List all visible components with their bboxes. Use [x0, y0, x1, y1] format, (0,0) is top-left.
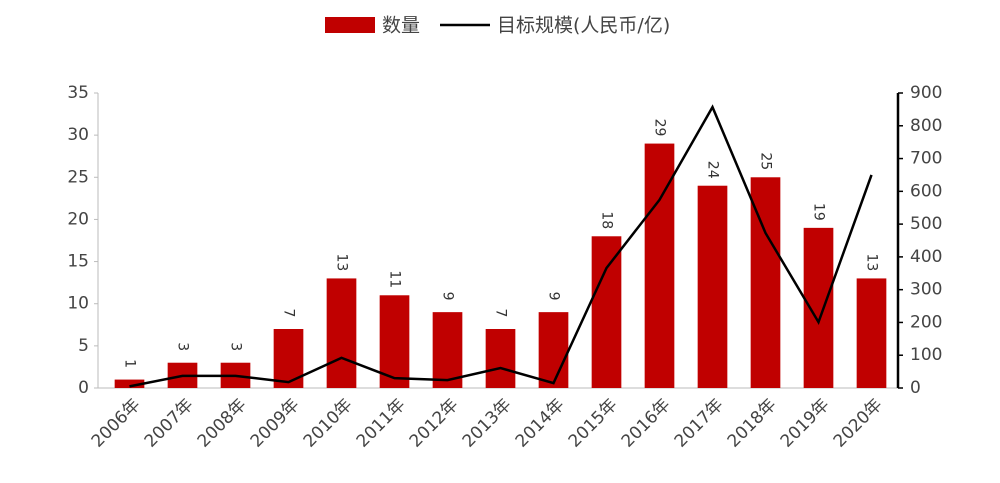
value-label: 24	[705, 161, 721, 179]
y-tick-label: 0	[78, 378, 89, 398]
legend-swatch	[325, 17, 375, 33]
x-tick-label: 2007年	[141, 395, 198, 452]
x-tick-label: 2019年	[777, 395, 834, 452]
x-tick-label: 2012年	[406, 395, 463, 452]
y-tick-label: 15	[67, 252, 89, 272]
value-label: 3	[175, 342, 191, 351]
bar	[697, 185, 728, 388]
y2-tick-label: 300	[910, 280, 942, 300]
x-tick-label: 2020年	[830, 395, 887, 452]
x-tick-label: 2010年	[300, 395, 357, 452]
y2-tick-label: 500	[910, 214, 942, 234]
bar	[114, 379, 145, 388]
line	[129, 104, 873, 388]
value-label: 13	[864, 254, 880, 272]
bar	[326, 278, 357, 388]
x-tick-label: 2009年	[247, 395, 304, 452]
x-tick-label: 2017年	[671, 395, 728, 452]
x-tick-label: 2008年	[194, 395, 251, 452]
value-label: 19	[811, 203, 827, 221]
x-tick-label: 2013年	[459, 395, 516, 452]
y-tick-label: 30	[67, 125, 89, 145]
value-label: 29	[652, 119, 668, 137]
value-label: 13	[334, 254, 350, 272]
bar	[803, 227, 834, 388]
x-tick-label: 2015年	[565, 395, 622, 452]
y2-tick-label: 400	[910, 247, 942, 267]
y2-tick-label: 0	[910, 378, 921, 398]
y2-tick-label: 900	[910, 83, 942, 103]
y-tick-label: 35	[67, 83, 89, 103]
x-tick-label: 2016年	[618, 395, 675, 452]
x-tick-label: 2006年	[88, 395, 145, 452]
value-label: 9	[440, 292, 456, 301]
value-label: 3	[228, 342, 244, 351]
bar	[538, 312, 569, 388]
legend-label: 目标规模(人民币/亿)	[497, 15, 670, 37]
y2-tick-label: 700	[910, 149, 942, 169]
bar	[591, 236, 622, 388]
y2-tick-label: 800	[910, 116, 942, 136]
y-tick-label: 20	[67, 209, 89, 229]
y2-tick-label: 200	[910, 312, 942, 332]
y2-tick-label: 100	[910, 345, 942, 365]
bar	[273, 329, 304, 388]
bar	[856, 278, 887, 388]
bar	[432, 312, 463, 388]
legend-label: 数量	[382, 15, 420, 37]
value-label: 25	[758, 152, 774, 170]
value-label: 7	[281, 309, 297, 318]
x-tick-label: 2011年	[353, 395, 410, 452]
value-label: 7	[493, 309, 509, 318]
x-tick-label: 2014年	[512, 395, 569, 452]
value-label: 9	[546, 292, 562, 301]
bar	[485, 329, 516, 388]
value-label: 11	[387, 270, 403, 288]
bar	[379, 295, 410, 388]
y2-tick-label: 600	[910, 181, 942, 201]
y-tick-label: 10	[67, 294, 89, 314]
value-label: 1	[122, 359, 138, 368]
value-label: 18	[599, 211, 615, 229]
x-tick-label: 2018年	[724, 395, 781, 452]
y-tick-label: 25	[67, 167, 89, 187]
y-tick-label: 5	[78, 336, 89, 356]
